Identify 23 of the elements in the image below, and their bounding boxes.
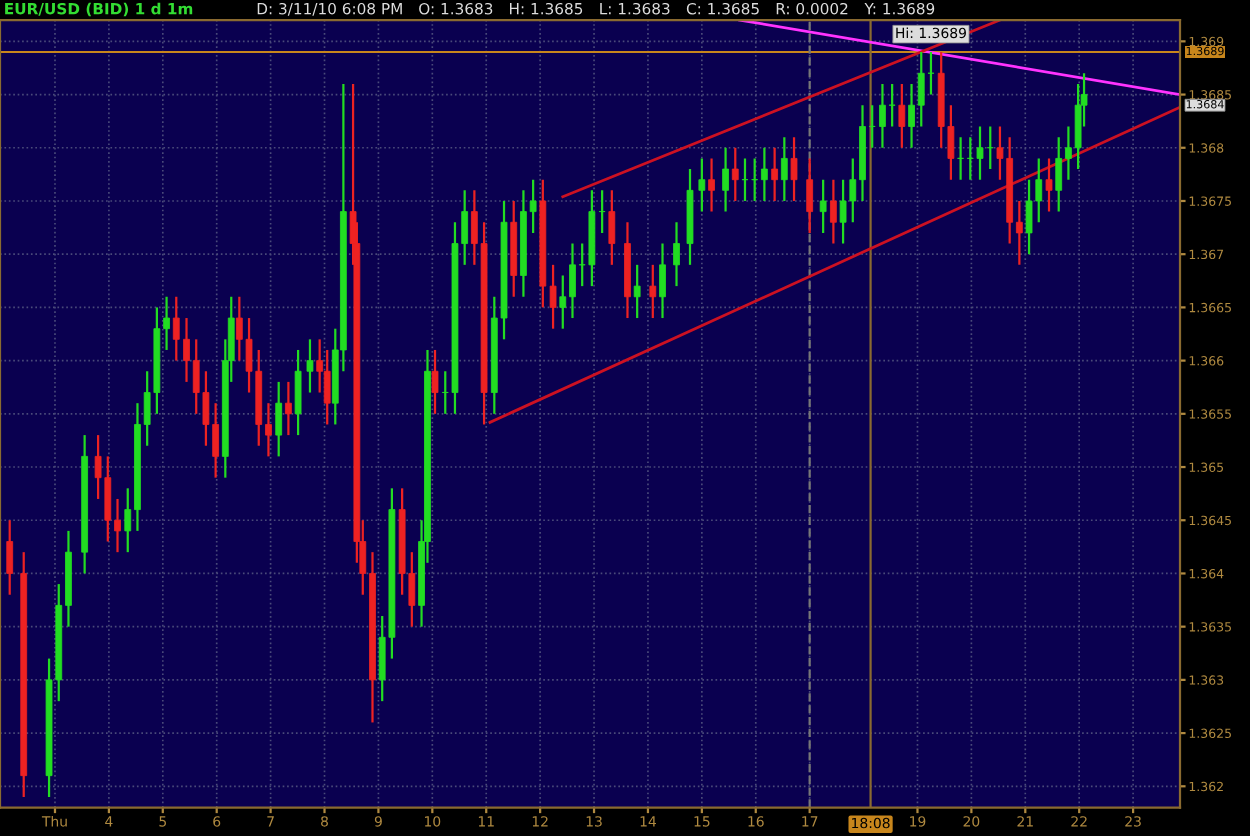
candlestick [306,338,314,394]
candlestick [1045,157,1053,213]
candlestick [780,136,788,203]
candlestick [431,348,439,415]
candlestick [898,82,906,149]
candlestick [698,157,706,213]
candlestick [830,178,837,245]
candlestick [649,263,657,320]
candlestick [294,348,302,437]
candlestick [285,380,292,437]
candlestick [731,146,739,203]
candlestick [790,136,798,203]
candlestick [708,157,715,213]
candlestick [819,178,827,235]
candlestick [806,157,814,235]
candlestick [771,146,779,203]
candlestick [659,242,666,320]
candlestick [6,519,14,596]
candlestick [722,146,729,213]
candlestick [673,221,680,288]
candlestick [608,189,616,266]
candlestick [275,380,283,458]
candlestick [633,263,641,320]
